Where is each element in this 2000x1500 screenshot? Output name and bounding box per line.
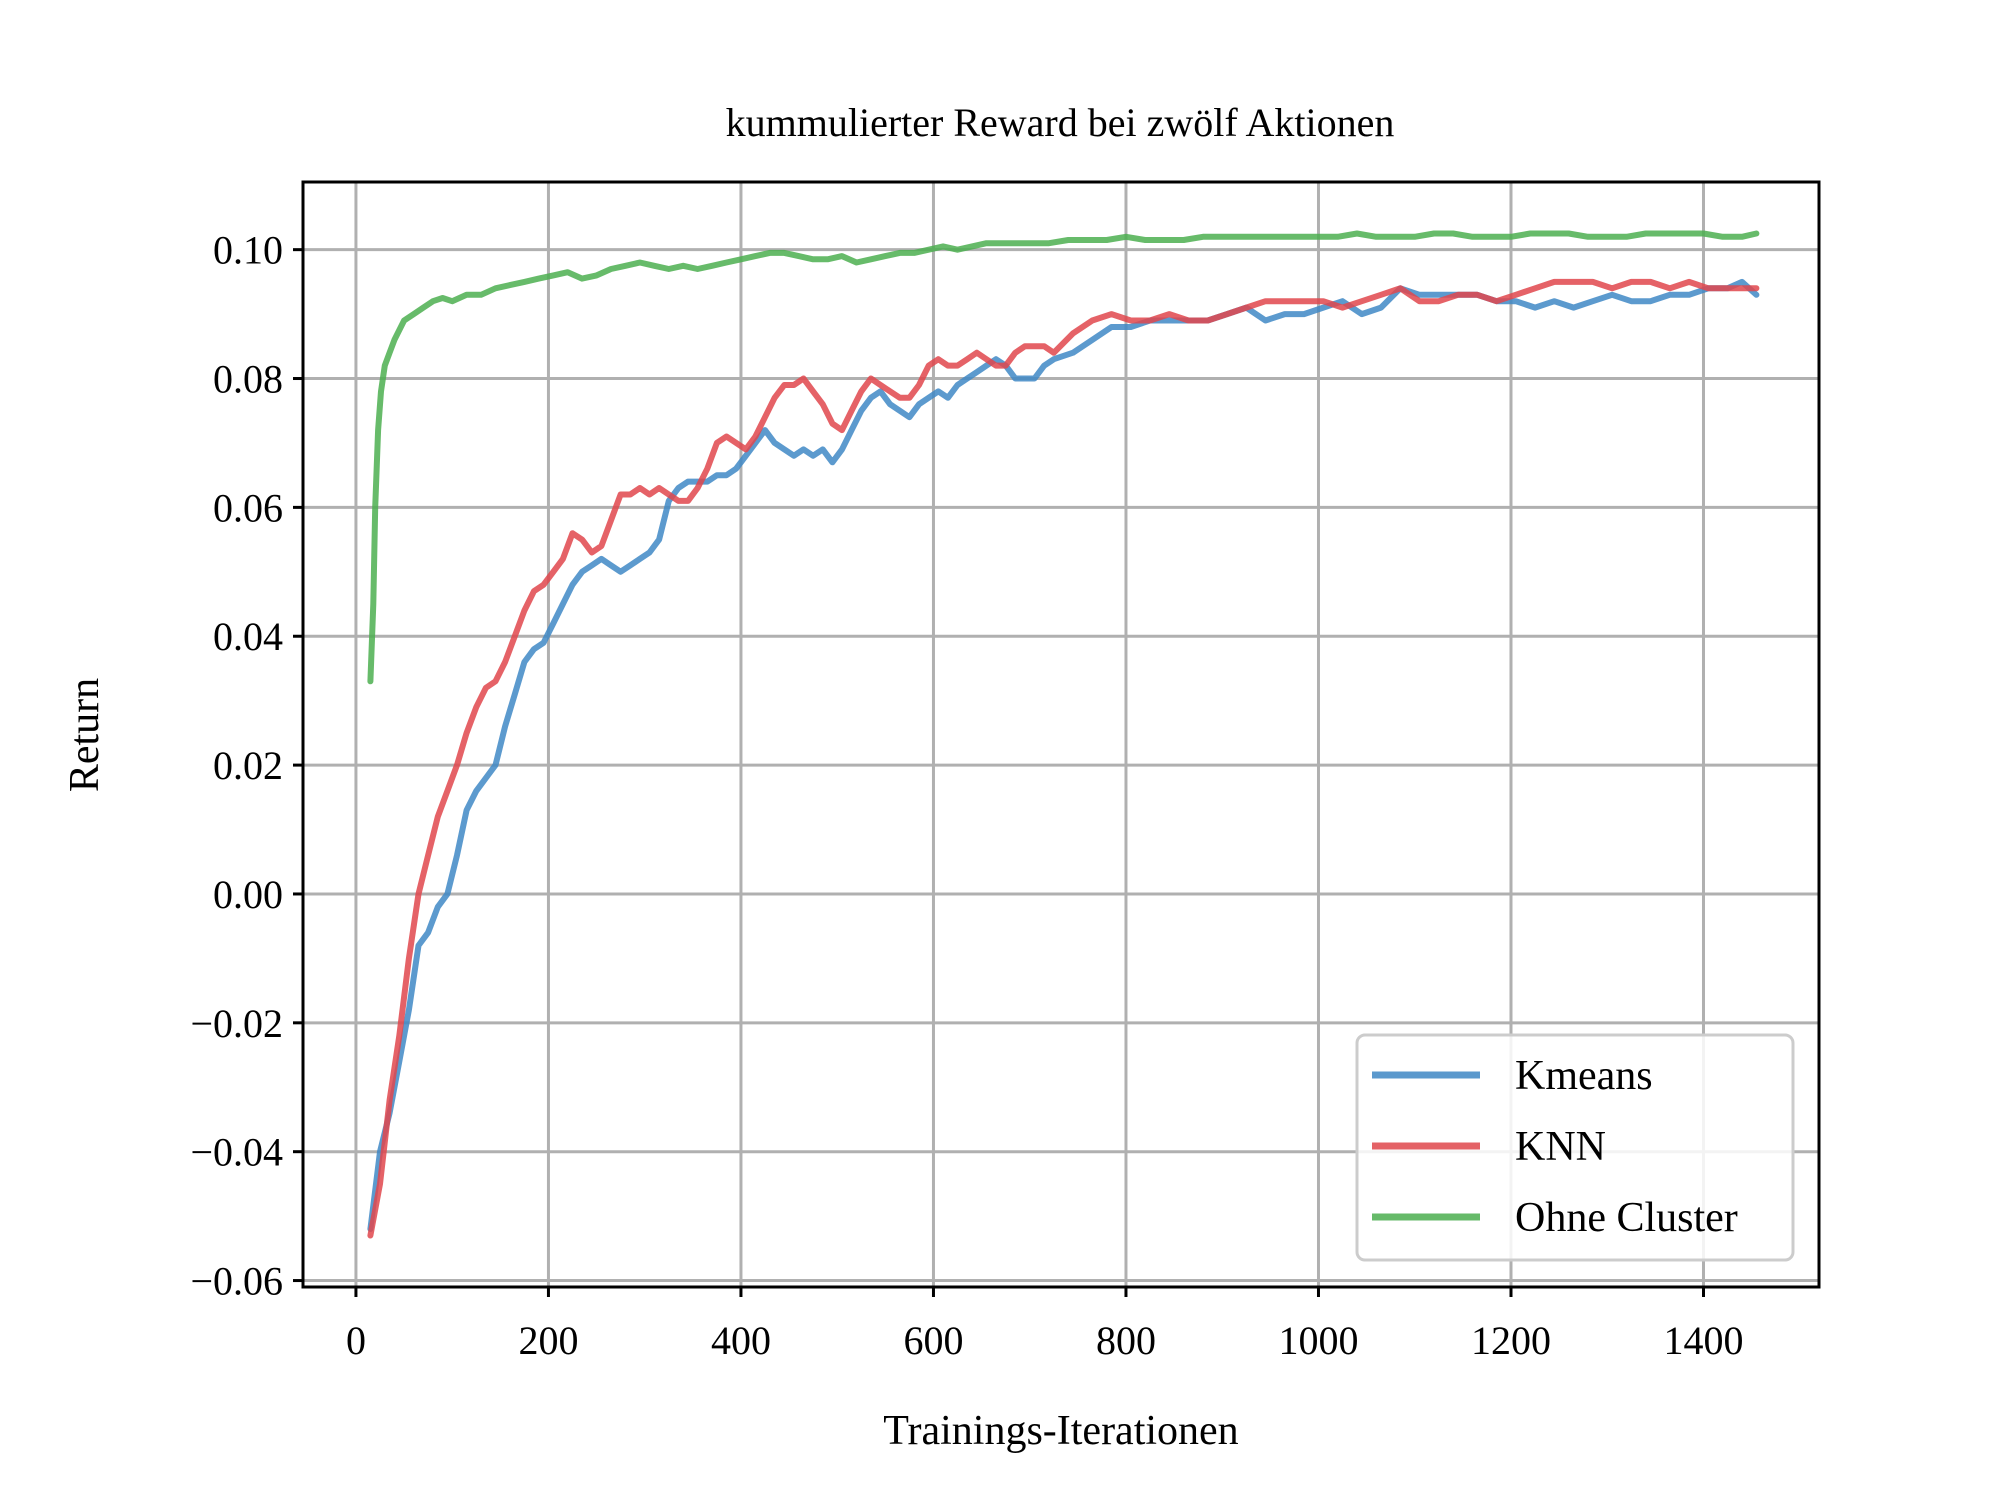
x-tick-label: 200 [518, 1318, 578, 1363]
series-lines [367, 230, 1760, 1239]
series-line-kmeans [367, 278, 1760, 1232]
series-line-knn [367, 278, 1760, 1239]
y-tick-label: 0.10 [213, 228, 283, 273]
y-tick-label: 0.08 [213, 357, 283, 402]
x-tick-label: 1400 [1663, 1318, 1743, 1363]
x-tick-label: 400 [711, 1318, 771, 1363]
legend-label-knn: KNN [1515, 1124, 1606, 1170]
plot-frame [301, 180, 1821, 1289]
series-line-ohne-cluster [367, 230, 1760, 685]
y-tick-label: 0.04 [213, 614, 283, 659]
legend-label-ohne-cluster: Ohne Cluster [1515, 1195, 1738, 1241]
x-tick-label: 800 [1096, 1318, 1156, 1363]
legend-box [1355, 1033, 1795, 1262]
y-tick-label: −0.06 [190, 1259, 283, 1304]
x-tick-label: 1000 [1278, 1318, 1358, 1363]
legend: Kmeans KNN Ohne Cluster [1355, 1033, 1795, 1262]
grid [303, 182, 1819, 1287]
y-axis-ticks: −0.06 −0.04 −0.02 0.00 0.02 0.04 0.06 0.08 0.10 [190, 228, 303, 1304]
y-tick-label: 0.02 [213, 743, 283, 788]
y-tick-label: 0.06 [213, 485, 283, 530]
x-tick-label: 1200 [1471, 1318, 1551, 1363]
legend-label-kmeans: Kmeans [1515, 1053, 1653, 1099]
x-tick-label: 600 [903, 1318, 963, 1363]
x-tick-label: 0 [346, 1318, 366, 1363]
y-axis-label: Return [62, 678, 108, 792]
y-tick-label: 0.00 [213, 872, 283, 917]
y-tick-label: −0.02 [190, 1001, 283, 1046]
y-tick-label: −0.04 [190, 1130, 283, 1175]
x-axis-label: Trainings-Iterationen [883, 1408, 1238, 1454]
chart-title: kummulierter Reward bei zwölf Aktionen [726, 100, 1395, 145]
x-axis-ticks: 0 200 400 600 800 1000 1200 1400 [346, 1287, 1743, 1363]
